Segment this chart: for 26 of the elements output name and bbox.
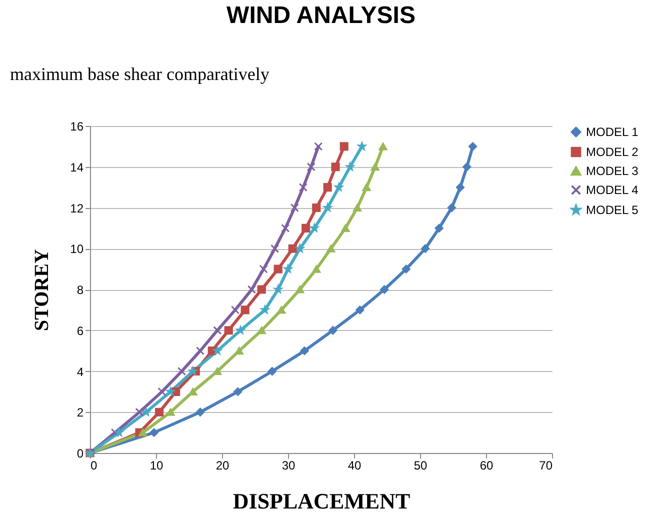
- y-tick-label: 16: [70, 120, 84, 134]
- y-tick-label: 12: [70, 201, 84, 216]
- text: maximum base shear comparatively: [10, 64, 270, 84]
- legend-label: MODEL 3: [586, 164, 639, 178]
- x-tick-label: 0: [90, 458, 98, 472]
- y-tick-label: 0: [76, 446, 84, 460]
- y-tick-label: 8: [76, 283, 84, 297]
- x-tick-label: 60: [480, 458, 494, 472]
- legend-label: MODEL 4: [586, 183, 639, 197]
- chart-title: WIND ANALYSIS: [226, 2, 416, 29]
- legend-label: MODEL 2: [586, 145, 639, 159]
- x-tick-label: 10: [150, 458, 164, 472]
- y-tick-label: 4: [76, 364, 84, 379]
- y-tick-label: 10: [70, 242, 84, 256]
- y-tick-label: 6: [76, 324, 84, 338]
- legend-label: MODEL 1: [586, 125, 639, 139]
- x-tick-label: 20: [216, 458, 230, 472]
- y-tick-label: 14: [70, 160, 84, 174]
- y-tick-label: 2: [76, 406, 84, 420]
- y-axis-title: STOREY: [31, 248, 54, 331]
- x-tick-label: 70: [539, 458, 553, 472]
- x-tick-label: 30: [282, 458, 296, 472]
- legend-label: MODEL 5: [586, 203, 639, 217]
- x-tick-label: 50: [414, 458, 428, 472]
- x-tick-label: 40: [348, 458, 362, 472]
- x-axis-title: DISPLACEMENT: [232, 488, 410, 514]
